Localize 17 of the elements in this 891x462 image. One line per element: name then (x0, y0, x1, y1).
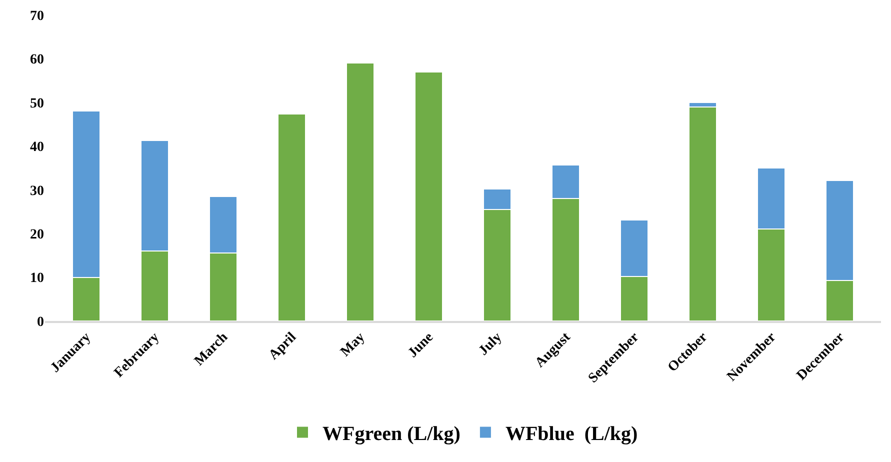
y-tick-label: 40 (30, 140, 44, 156)
x-tick-label: June (406, 330, 437, 361)
bar (688, 106, 718, 321)
y-tick-label: 0 (37, 314, 44, 330)
y-tick-label: 30 (30, 184, 44, 199)
y-tick-label: 70 (30, 8, 44, 24)
legend-label: WFgreen (L/kg) (322, 423, 460, 446)
y-tick-label: 60 (30, 52, 44, 68)
bar (414, 71, 443, 321)
y-tick-label: 50 (30, 96, 44, 112)
bar (346, 62, 374, 321)
x-tick-label: May (338, 330, 368, 360)
x-tick-label: July (476, 330, 506, 359)
bar (277, 114, 306, 321)
legend-label: WFblue (L/kg) (505, 423, 638, 446)
y-tick-label: 10 (30, 271, 44, 286)
y-tick-label: 20 (30, 227, 44, 242)
